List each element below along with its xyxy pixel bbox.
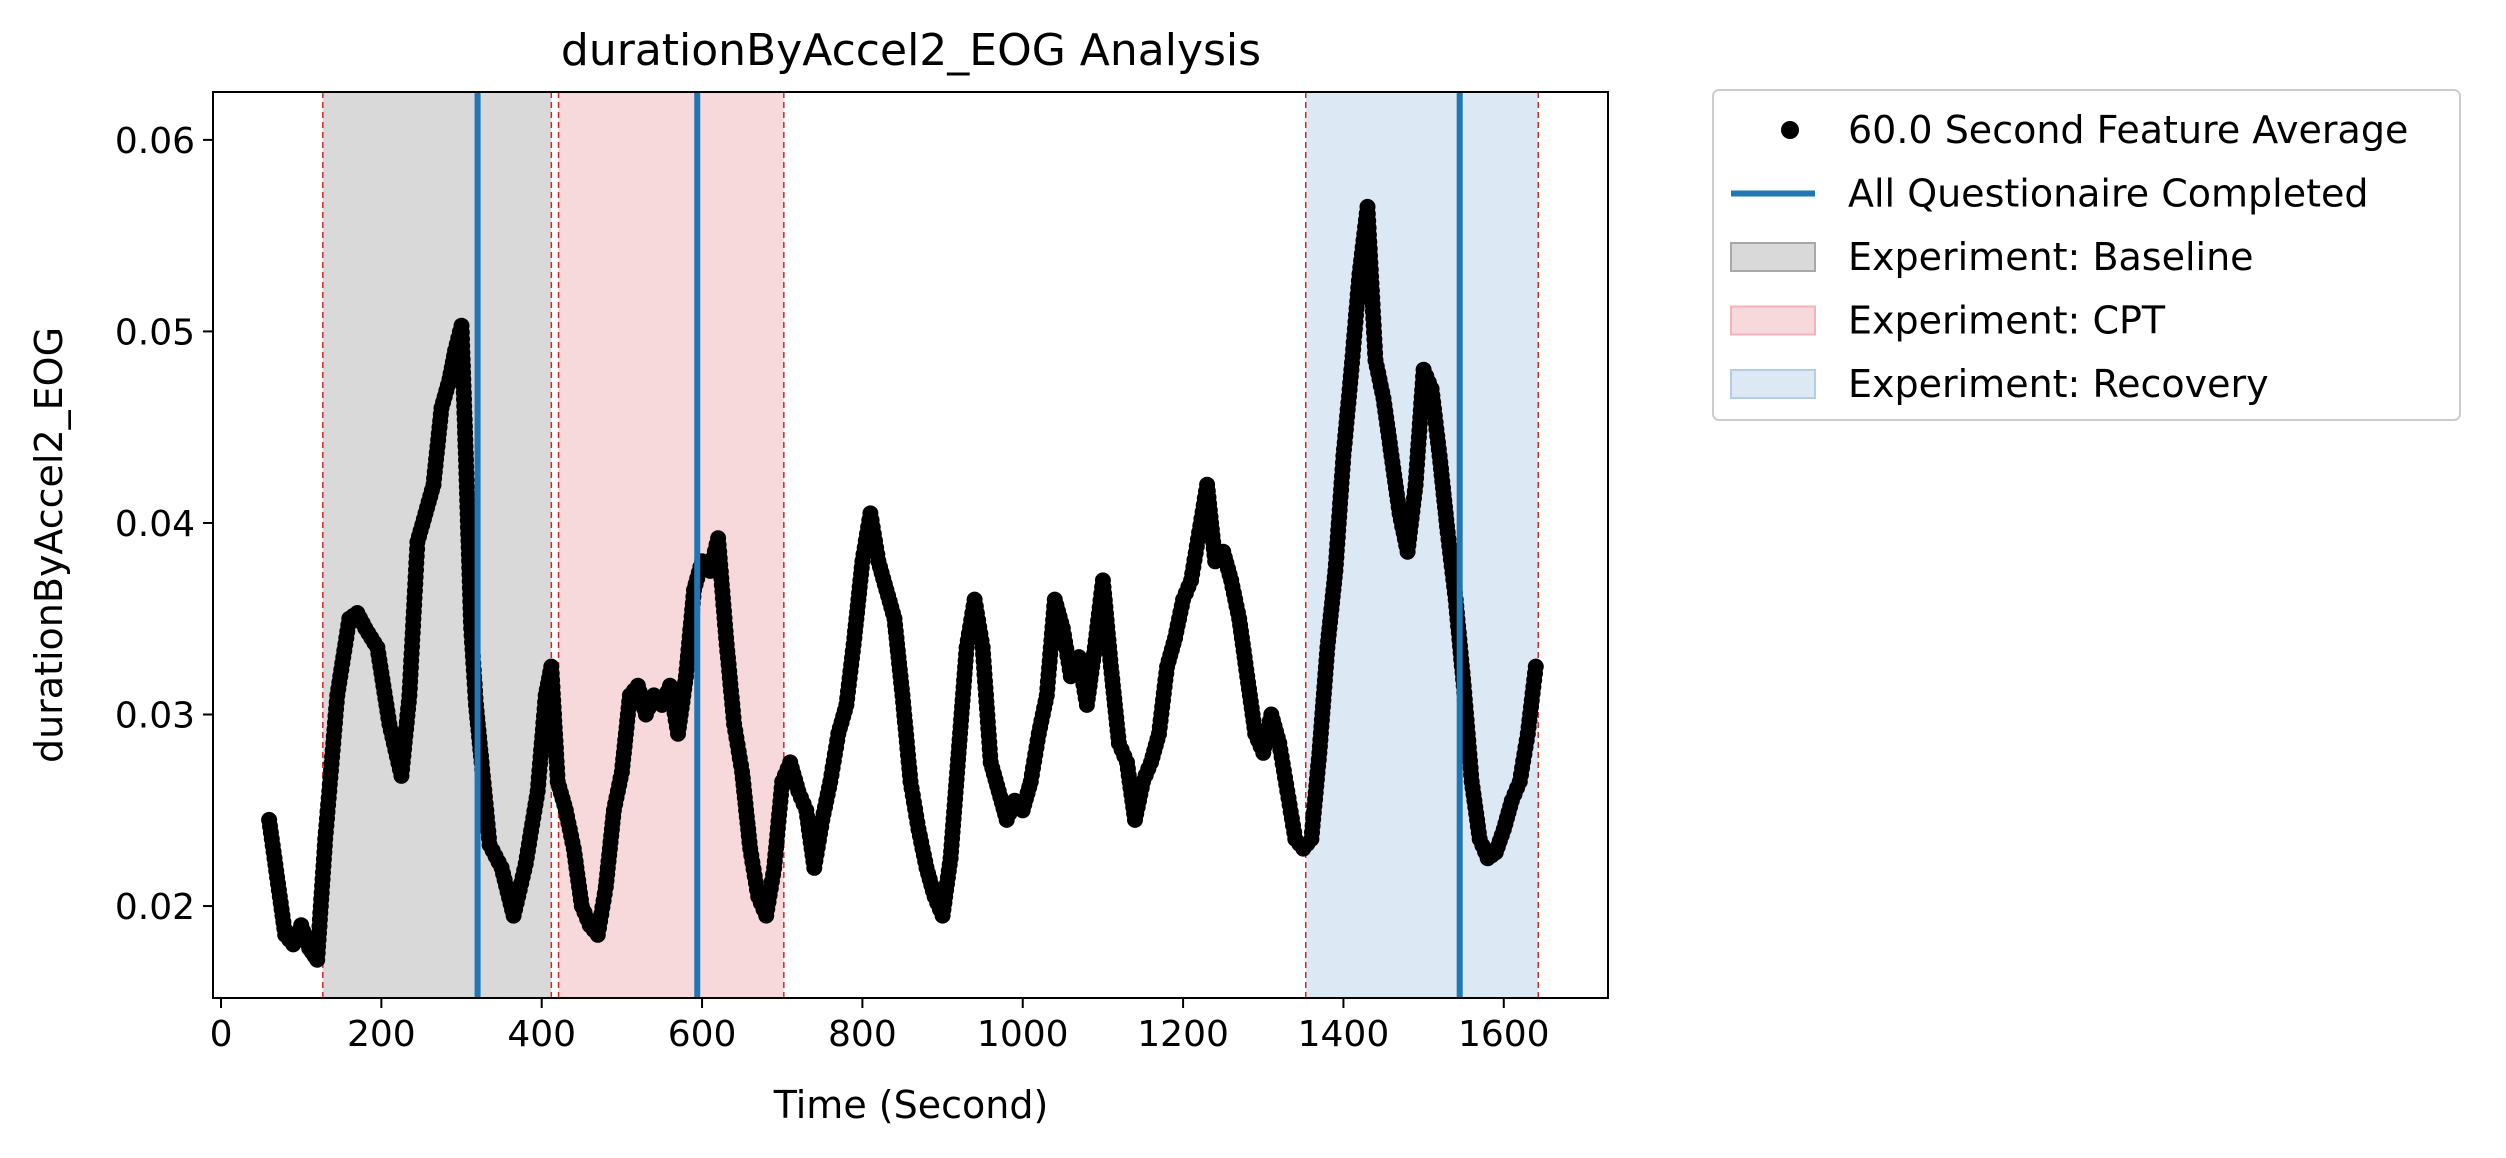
legend-label: 60.0 Second Feature Average bbox=[1848, 108, 2408, 152]
y-tick-label: 0.05 bbox=[115, 312, 195, 353]
legend-box bbox=[1712, 89, 2461, 421]
legend-label: Experiment: CPT bbox=[1848, 299, 2166, 343]
legend-dot-icon bbox=[1781, 121, 1799, 139]
axes: 0 200 400 600 800 1000 1200 1400 1600 0.02 0.03 0.0… bbox=[115, 91, 1609, 1055]
y-tick-label: 0.06 bbox=[115, 121, 195, 162]
x-tick-label: 1200 bbox=[1137, 1014, 1229, 1055]
phase-baseline-band bbox=[322, 92, 552, 998]
x-tick-label: 1000 bbox=[977, 1014, 1069, 1055]
x-tick-label: 0 bbox=[210, 1014, 233, 1055]
y-tick-label: 0.04 bbox=[115, 504, 195, 545]
plot-area bbox=[261, 92, 1544, 998]
plot-frame bbox=[212, 91, 1609, 999]
chart-title: durationByAccel2_EOG Analysis bbox=[561, 25, 1261, 76]
x-axis-label: Time (Second) bbox=[773, 1083, 1049, 1127]
legend-patch-icon bbox=[1730, 305, 1816, 336]
x-tick-label: 600 bbox=[668, 1014, 737, 1055]
legend-label: Experiment: Recovery bbox=[1848, 362, 2269, 406]
x-tick-label: 800 bbox=[828, 1014, 897, 1055]
y-tick-label: 0.02 bbox=[115, 887, 195, 928]
data-point bbox=[1527, 658, 1544, 675]
y-axis-label: durationByAccel2_EOG bbox=[27, 327, 71, 763]
legend-entry: All Questionaire Completed bbox=[1731, 172, 2369, 216]
legend-entry: Experiment: Recovery bbox=[1730, 362, 2269, 406]
feature-average-points bbox=[261, 198, 1544, 968]
legend-entry: Experiment: CPT bbox=[1730, 299, 2166, 343]
x-tick-label: 200 bbox=[347, 1014, 416, 1055]
legend: 60.0 Second Feature Average All Questiona… bbox=[1712, 89, 2461, 421]
x-tick-label: 1600 bbox=[1458, 1014, 1550, 1055]
x-tick-label: 1400 bbox=[1298, 1014, 1390, 1055]
x-tick-label: 400 bbox=[507, 1014, 576, 1055]
legend-entry: 60.0 Second Feature Average bbox=[1781, 108, 2408, 152]
legend-patch-icon bbox=[1730, 369, 1816, 399]
y-tick-label: 0.03 bbox=[115, 696, 195, 737]
legend-label: All Questionaire Completed bbox=[1848, 172, 2369, 216]
legend-label: Experiment: Baseline bbox=[1848, 235, 2254, 279]
legend-patch-icon bbox=[1730, 242, 1816, 272]
legend-entry: Experiment: Baseline bbox=[1730, 235, 2254, 279]
